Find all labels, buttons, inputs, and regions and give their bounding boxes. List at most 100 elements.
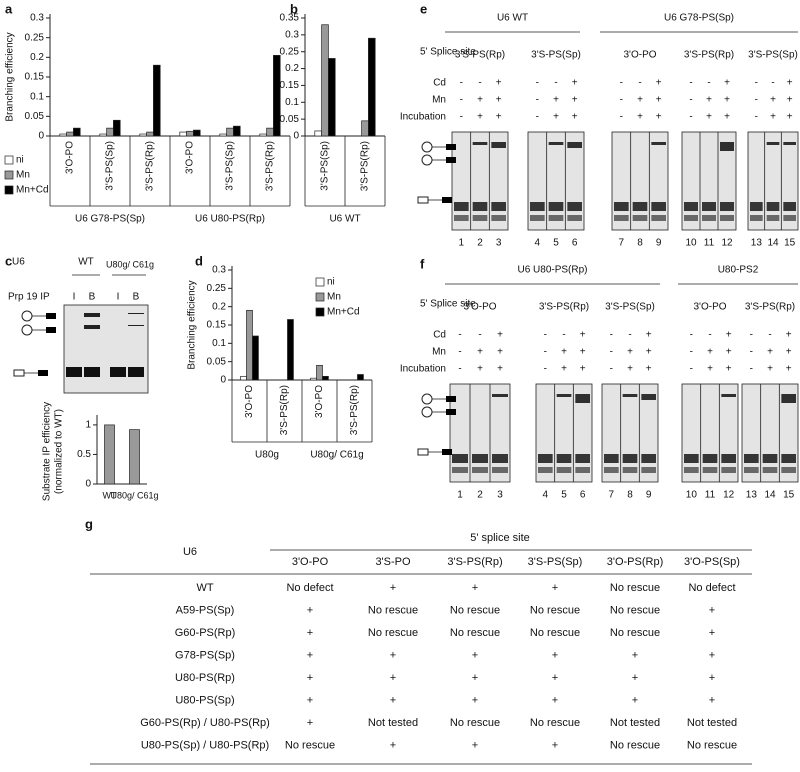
sign: -: [755, 78, 758, 89]
bar: [129, 429, 140, 485]
sign: -: [690, 330, 693, 341]
y-tick-label: 0.2: [30, 52, 44, 63]
sign: -: [610, 364, 613, 375]
y-axis-label: Branching efficiency: [187, 280, 198, 369]
sign: +: [477, 347, 483, 358]
sign: +: [706, 95, 712, 106]
label: WT: [78, 257, 94, 268]
lane-number: 12: [721, 238, 733, 249]
gel-band: [491, 142, 506, 148]
gel-band: [604, 454, 619, 463]
gel-band: [641, 467, 656, 473]
lane-number: 8: [637, 238, 643, 249]
gel-band: [651, 142, 666, 145]
lane-number: 7: [619, 238, 625, 249]
gel-band: [567, 215, 582, 221]
gel-band: [84, 325, 100, 329]
sign: +: [637, 112, 643, 123]
lane-number: 6: [580, 490, 586, 501]
table-cell: +: [709, 649, 715, 661]
bar: [179, 131, 187, 137]
gel-band: [684, 202, 698, 211]
table-cell: +: [632, 672, 638, 684]
y-tick-label: 0.3: [285, 29, 299, 40]
gel-band: [622, 467, 638, 473]
sign: +: [627, 347, 633, 358]
gel-band: [783, 215, 796, 221]
lane-label: I: [73, 292, 76, 303]
lane-label: I: [117, 292, 120, 303]
panel-label: e: [420, 1, 427, 16]
lane-number: 13: [751, 238, 763, 249]
gel-band: [622, 394, 638, 397]
gel-band: [472, 142, 488, 145]
table-cell: +: [472, 649, 478, 661]
sign: +: [724, 112, 730, 123]
sign: +: [726, 347, 732, 358]
table-cell: +: [307, 604, 313, 616]
label: U80g/ C61g: [106, 259, 154, 269]
bar: [246, 309, 253, 381]
lane-number: 4: [535, 238, 541, 249]
gel-band: [452, 454, 468, 463]
gel-band: [556, 394, 572, 397]
table-cell: No rescue: [610, 582, 660, 594]
gel-band: [548, 215, 564, 221]
gel-band: [744, 467, 759, 473]
gel: [527, 131, 585, 231]
panel-label: f: [420, 256, 425, 271]
y-tick-label: 0.05: [207, 356, 227, 367]
row-label: Incubation: [400, 364, 446, 375]
y-axis-label: (normalized to WT): [54, 409, 65, 494]
substrate-label: 3'S-PS(Rp): [539, 302, 589, 313]
sign: -: [768, 330, 771, 341]
gel-band: [781, 467, 796, 473]
table-cell: +: [307, 672, 313, 684]
sign: -: [771, 78, 774, 89]
sign: +: [656, 95, 662, 106]
gel-band: [567, 202, 582, 211]
exon-icon: [442, 449, 452, 455]
bar: [316, 364, 323, 381]
bar: [226, 127, 234, 137]
table-cell: No rescue: [610, 604, 660, 616]
sign: -: [554, 78, 557, 89]
table-cell: No rescue: [285, 739, 335, 751]
sign: +: [646, 347, 652, 358]
bar: [328, 58, 336, 137]
sign: +: [706, 112, 712, 123]
gel-band: [548, 202, 564, 211]
sign: +: [497, 330, 503, 341]
substrate-label: 3'S-PS(Rp): [455, 50, 505, 61]
table-cell: No rescue: [530, 717, 580, 729]
group-label: U6 G78-PS(Sp): [75, 214, 145, 225]
substrate-label: 3'S-PS(Sp): [748, 50, 798, 61]
gel: [451, 131, 509, 231]
gel-band: [66, 367, 82, 377]
bar: [252, 335, 259, 381]
table-cell: +: [709, 694, 715, 706]
gel-band: [684, 454, 699, 463]
sign: +: [787, 112, 793, 123]
substrate-label: 3'O-PO: [693, 302, 726, 313]
sign: +: [477, 95, 483, 106]
y-tick-label: 0.15: [280, 80, 300, 91]
exon-icon: [417, 448, 429, 456]
y-tick-label: 0.15: [207, 320, 227, 331]
bar: [368, 37, 376, 137]
row-header: U80-PS(Sp): [175, 694, 234, 706]
y-tick-label: 0.5: [77, 449, 91, 460]
gel-band: [641, 454, 656, 463]
lane-number: 1: [457, 490, 463, 501]
gel-band: [684, 467, 699, 473]
x-tick-label: 3'S-PS(Sp): [225, 141, 236, 191]
gel-band: [614, 202, 629, 211]
lariat-icon: [21, 310, 33, 322]
gel-band: [492, 454, 508, 463]
gel-band: [538, 467, 553, 473]
gel-band: [472, 202, 488, 211]
sign: +: [770, 95, 776, 106]
sign: +: [726, 330, 732, 341]
gel-band: [491, 202, 506, 211]
legend-label: ni: [16, 155, 24, 166]
